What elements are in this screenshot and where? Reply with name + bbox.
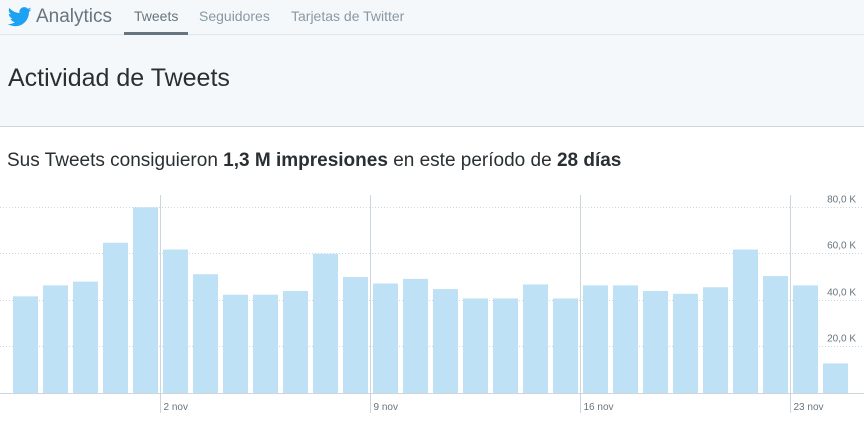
y-tick-label: 40,0 K — [827, 288, 856, 299]
chart-bar — [283, 290, 308, 393]
chart-bar — [733, 249, 758, 393]
chart-bar — [673, 293, 698, 393]
page-title: Actividad de Tweets — [8, 64, 230, 92]
x-tick-label: 16 nov — [584, 402, 614, 413]
y-tick-label: 80,0 K — [827, 195, 856, 206]
chart-bar — [823, 363, 848, 393]
chart-bar — [163, 249, 188, 393]
chart-bar — [133, 207, 158, 393]
tab-tweets[interactable]: Tweets — [124, 0, 189, 35]
chart-bar — [313, 253, 338, 393]
chart-bar — [583, 285, 608, 393]
y-tick-label: 60,0 K — [827, 241, 856, 252]
chart-bar — [43, 285, 68, 393]
chart-bar — [373, 283, 398, 393]
x-tick-label: 2 nov — [164, 402, 188, 413]
chart-bar — [343, 276, 368, 393]
summary-prefix: Sus Tweets consiguieron — [7, 150, 218, 171]
chart-bar — [703, 287, 728, 393]
chart-bar — [433, 289, 458, 393]
chart-bar — [13, 296, 38, 393]
brand-name: Analytics — [36, 6, 113, 27]
y-tick-label: 20,0 K — [827, 334, 856, 345]
chart-bar — [103, 242, 128, 393]
tab-tarjetas-de-twitter[interactable]: Tarjetas de Twitter — [291, 8, 405, 24]
chart-bar — [403, 278, 428, 393]
brand[interactable]: Analytics — [8, 5, 112, 29]
x-tick-label: 23 nov — [794, 402, 824, 413]
summary-impressions: 1,3 M impresiones — [223, 150, 388, 171]
chart-bar — [613, 285, 638, 393]
chart-bar — [223, 294, 248, 393]
impressions-bar-chart: 20,0 K 40,0 K 60,0 K 80,0 K 2 nov 9 nov 16 nov… — [0, 195, 864, 413]
impressions-summary: Sus Tweets consiguieron 1,3 M impresione… — [7, 150, 621, 172]
chart-bar — [553, 298, 578, 393]
chart-bar — [493, 298, 518, 393]
chart-bar — [523, 284, 548, 393]
chart-bar — [643, 290, 668, 393]
chart-bar — [793, 285, 818, 393]
top-nav: Analytics Tweets Seguidores Tarjetas de … — [0, 0, 864, 35]
page-header: Actividad de Tweets — [0, 35, 864, 127]
chart-bar — [763, 276, 788, 393]
summary-period: 28 días — [556, 150, 622, 171]
twitter-bird-icon — [8, 7, 32, 27]
chart-bar — [463, 298, 488, 393]
chart-bar — [193, 274, 218, 393]
tab-seguidores[interactable]: Seguidores — [199, 8, 270, 24]
chart-bar — [253, 294, 278, 393]
summary-middle: en este período de — [393, 150, 552, 171]
x-tick-label: 9 nov — [374, 402, 398, 413]
chart-bar — [73, 281, 98, 393]
